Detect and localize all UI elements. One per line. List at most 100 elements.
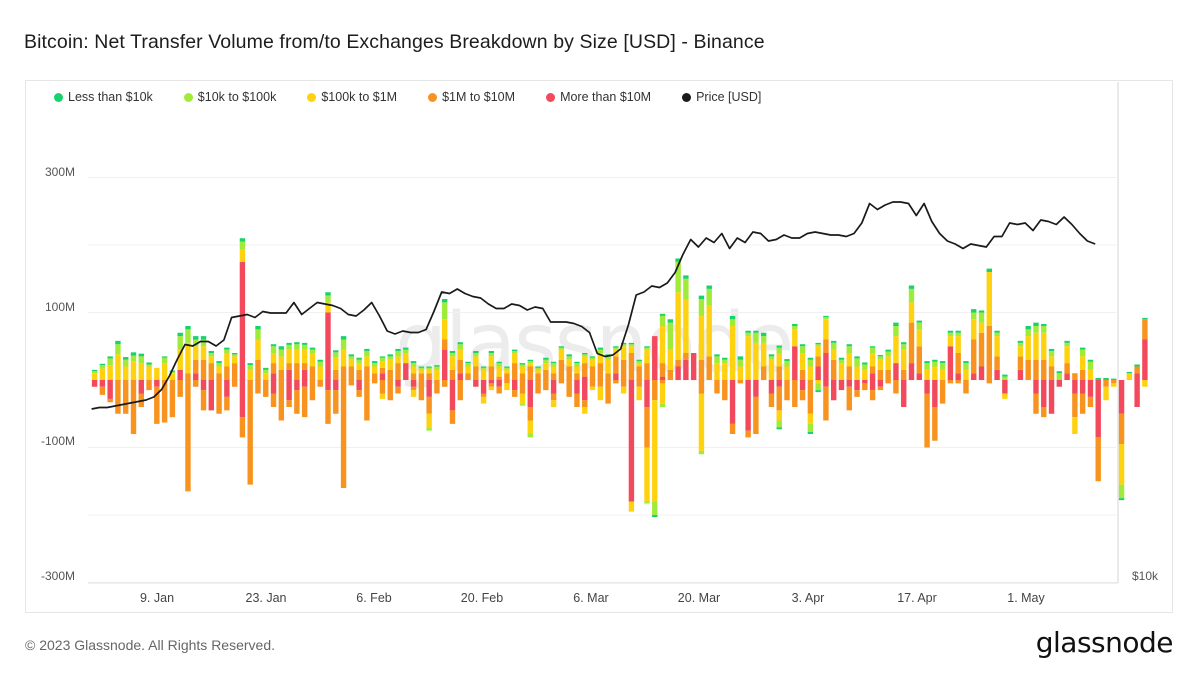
bar — [364, 348, 370, 421]
y-tick-100m: 100M — [44, 300, 75, 314]
bar — [107, 356, 113, 403]
bar — [333, 350, 339, 414]
bar — [146, 362, 152, 391]
bar — [286, 342, 292, 407]
bar — [869, 346, 876, 401]
bar — [729, 315, 736, 434]
bar — [737, 356, 744, 384]
legend-dot-icon — [546, 92, 556, 102]
bar — [862, 362, 868, 391]
bar — [496, 361, 502, 394]
y-tick-300m: 300M — [44, 165, 75, 179]
bar — [449, 350, 456, 424]
bar — [488, 350, 495, 391]
bar — [504, 366, 510, 391]
bar — [169, 370, 176, 418]
bar — [309, 347, 316, 401]
bar — [620, 342, 627, 394]
legend: Less than $10k $10k to $100k $100k to $1… — [54, 90, 792, 104]
legend-item-100k-to-1m[interactable]: $100k to $1M — [307, 90, 397, 104]
bar — [652, 336, 658, 518]
legend-label: $10k to $100k — [197, 90, 277, 104]
bar — [457, 342, 463, 401]
bar — [301, 342, 308, 418]
legend-dot-icon — [54, 92, 63, 102]
y-right-tick-10k: $10k — [1132, 569, 1159, 583]
bar — [597, 347, 603, 401]
bar-series — [91, 238, 1148, 518]
bar — [877, 355, 884, 391]
bar — [589, 356, 596, 391]
bar — [1017, 340, 1024, 380]
bar — [722, 357, 728, 401]
bar — [807, 357, 814, 434]
legend-label: More than $10M — [560, 90, 652, 104]
bar — [379, 356, 386, 399]
bar — [161, 356, 168, 423]
bar — [706, 285, 712, 380]
bar — [939, 361, 946, 404]
bar — [1111, 378, 1117, 387]
legend-item-less-than-10k[interactable]: Less than $10k — [54, 90, 153, 104]
bar — [1103, 377, 1109, 401]
bar — [1087, 359, 1094, 407]
bar — [1025, 326, 1031, 380]
bar — [247, 363, 253, 485]
bar — [745, 330, 751, 438]
bar — [123, 357, 129, 414]
bar — [831, 340, 837, 401]
bar — [605, 354, 611, 404]
x-tick: 6. Feb — [356, 591, 392, 605]
bar — [815, 342, 821, 393]
bar — [371, 361, 378, 384]
bar — [434, 365, 440, 394]
bar — [1056, 371, 1063, 387]
bar — [255, 326, 261, 394]
bar — [628, 342, 635, 512]
bar — [239, 238, 246, 438]
footer-copyright: © 2023 Glassnode. All Rights Reserved. — [25, 637, 276, 653]
legend-item-1m-to-10m[interactable]: $1M to $10M — [428, 90, 515, 104]
bar — [986, 268, 992, 384]
bar — [893, 322, 899, 394]
bar — [838, 357, 845, 391]
bar — [535, 366, 541, 394]
bar — [1041, 323, 1047, 418]
legend-item-more-than-10m[interactable]: More than $10M — [546, 90, 651, 104]
bar — [644, 346, 650, 504]
bar — [270, 344, 277, 407]
legend-item-price[interactable]: Price [USD] — [682, 90, 761, 104]
legend-dot-icon — [682, 92, 692, 102]
bar — [846, 344, 852, 411]
bar — [916, 320, 922, 380]
bar — [760, 332, 767, 380]
bar — [714, 354, 720, 394]
legend-label: Less than $10k — [68, 90, 153, 104]
bar — [294, 342, 300, 414]
y-tick-neg100m: -100M — [40, 434, 75, 448]
bar — [971, 309, 977, 380]
bar — [955, 330, 961, 384]
bar — [387, 354, 393, 401]
bar — [675, 258, 681, 380]
bar — [963, 361, 969, 394]
bar — [947, 330, 954, 384]
bar — [224, 347, 230, 411]
bar — [885, 349, 891, 384]
bar — [558, 346, 565, 384]
bar — [1079, 347, 1086, 414]
bar — [854, 356, 860, 397]
glassnode-logo: glassnode — [1035, 626, 1174, 659]
bar — [753, 330, 759, 434]
bar — [185, 326, 191, 492]
bar — [410, 361, 417, 397]
bar — [1072, 373, 1078, 434]
y-tick-neg300m: -300M — [40, 569, 75, 583]
bar — [519, 363, 526, 406]
x-tick: 3. Apr — [791, 591, 825, 605]
bar — [636, 359, 642, 401]
bar — [932, 359, 938, 441]
legend-item-10k-to-100k[interactable]: $10k to $100k — [183, 90, 277, 104]
bar — [582, 353, 588, 414]
bar — [512, 349, 518, 397]
